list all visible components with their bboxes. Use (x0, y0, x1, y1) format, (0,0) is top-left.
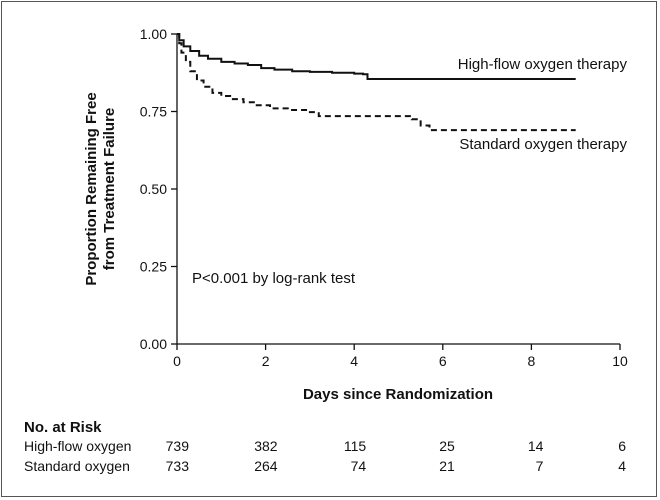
risk-value: 7 (536, 458, 544, 474)
x-ticks: 0 2 4 6 8 10 (173, 344, 628, 369)
risk-value: 739 (166, 438, 190, 454)
y-tick-label: 0.00 (140, 336, 167, 352)
risk-value: 6 (618, 438, 626, 454)
risk-value: 115 (344, 438, 367, 454)
y-tick-label: 0.25 (140, 259, 167, 275)
risk-value: 21 (439, 458, 455, 474)
risk-value: 382 (254, 438, 278, 454)
high-flow-series-label: High-flow oxygen therapy (458, 56, 628, 73)
risk-value: 74 (351, 458, 367, 474)
risk-table-heading: No. at Risk (24, 419, 102, 436)
risk-value: 733 (166, 458, 190, 474)
y-tick-label: 0.50 (140, 181, 167, 197)
risk-row-label-standard: Standard oxygen (24, 458, 130, 474)
risk-value: 14 (528, 438, 544, 454)
y-tick-label: 0.75 (140, 104, 167, 120)
y-axis-title-line1: Proportion Remaining Free (83, 92, 100, 285)
x-tick-label: 0 (173, 353, 181, 369)
risk-value: 264 (254, 458, 278, 474)
x-tick-label: 4 (350, 353, 358, 369)
standard-series-label: Standard oxygen therapy (459, 136, 627, 153)
standard-oxygen-curve (177, 33, 576, 132)
high-flow-curve (177, 33, 576, 80)
y-tick-label: 1.00 (140, 26, 167, 42)
risk-value: 25 (439, 438, 455, 454)
risk-row-label-high-flow: High-flow oxygen (24, 438, 131, 454)
x-tick-label: 10 (612, 353, 628, 369)
y-ticks: 0.00 0.25 0.50 0.75 1.00 (140, 26, 177, 352)
x-axis-title: Days since Randomization (303, 386, 493, 403)
x-tick-label: 8 (528, 353, 536, 369)
y-axis-title-line2: from Treatment Failure (101, 108, 118, 271)
risk-value: 4 (618, 458, 626, 474)
p-value-annotation: P<0.001 by log-rank test (192, 270, 356, 287)
x-tick-label: 2 (262, 353, 270, 369)
x-tick-label: 6 (439, 353, 447, 369)
